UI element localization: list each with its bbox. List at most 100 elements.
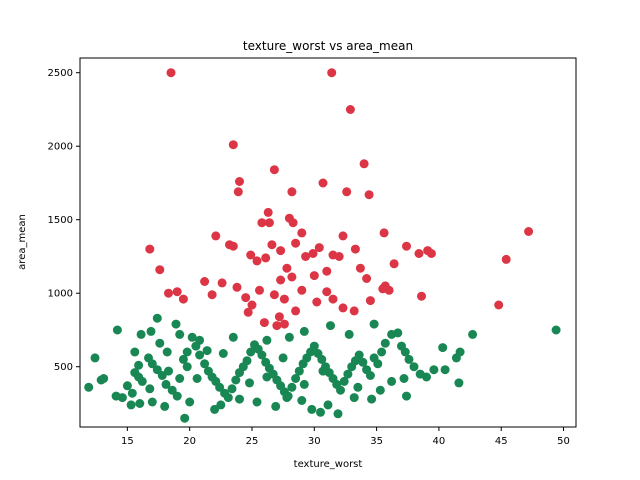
data-point (393, 328, 403, 338)
data-point (307, 404, 317, 414)
x-tick-label: 40 (433, 436, 446, 447)
data-point (297, 396, 307, 405)
y-tick-label: 1500 (48, 215, 73, 226)
data-point (207, 290, 217, 300)
data-point (380, 338, 390, 348)
data-point (217, 278, 227, 288)
data-point (402, 391, 411, 401)
data-point (426, 249, 436, 258)
data-point (252, 256, 262, 266)
data-point (269, 290, 279, 300)
x-tick-label: 25 (246, 436, 259, 447)
data-point (282, 263, 292, 273)
data-point (269, 165, 279, 175)
data-point (185, 397, 195, 407)
data-point (146, 326, 156, 336)
data-point (232, 282, 242, 292)
x-tick-label: 15 (121, 436, 134, 447)
data-point (267, 240, 277, 250)
data-point (246, 250, 256, 260)
data-point (362, 274, 372, 283)
data-point (235, 177, 244, 186)
data-point (349, 306, 359, 316)
data-point (373, 359, 383, 369)
data-point (322, 266, 332, 276)
data-point (252, 397, 262, 407)
data-point (211, 231, 221, 241)
data-point (264, 218, 274, 228)
data-point (318, 366, 328, 376)
data-point (122, 381, 132, 391)
x-axis: 15 20 25 30 35 40 45 50 (121, 427, 570, 447)
data-point (287, 272, 297, 282)
data-point (216, 400, 226, 410)
data-point (438, 343, 448, 353)
data-point (145, 384, 155, 394)
data-point (364, 190, 374, 200)
data-point (375, 385, 385, 395)
data-point (130, 347, 140, 357)
points-layer (84, 68, 561, 423)
data-point (263, 207, 273, 217)
data-point (257, 350, 267, 360)
x-tick-label: 35 (370, 436, 383, 447)
data-point (551, 325, 561, 335)
data-point (316, 407, 325, 417)
data-point (294, 366, 304, 376)
data-point (178, 354, 188, 364)
data-point (235, 394, 244, 404)
data-point (297, 228, 307, 238)
data-point (367, 394, 377, 404)
data-point (195, 350, 205, 360)
data-point (417, 291, 426, 301)
data-point (175, 329, 185, 339)
data-point (274, 312, 284, 322)
data-point (333, 409, 343, 419)
data-point (317, 354, 327, 364)
data-point (334, 252, 344, 261)
data-point (387, 376, 397, 386)
data-point (262, 372, 272, 382)
data-point (288, 218, 298, 228)
data-point (228, 241, 238, 251)
data-point (241, 293, 251, 303)
data-point (312, 297, 322, 307)
data-point (291, 306, 301, 316)
data-point (429, 365, 439, 375)
data-point (350, 244, 360, 254)
data-point (309, 271, 319, 281)
data-point (233, 187, 243, 197)
data-point (354, 350, 364, 360)
data-point (99, 374, 109, 383)
data-point (136, 329, 146, 339)
data-point (84, 382, 94, 392)
data-point (338, 303, 348, 313)
data-point (243, 307, 253, 317)
data-point (342, 187, 352, 197)
data-point (160, 401, 170, 411)
data-point (279, 294, 289, 304)
data-point (127, 388, 137, 398)
data-point (318, 178, 328, 188)
data-point (90, 353, 100, 363)
data-point (291, 374, 301, 383)
data-point (353, 382, 363, 392)
x-tick-label: 30 (308, 436, 321, 447)
data-point (336, 385, 345, 395)
data-point (279, 319, 289, 329)
data-point (195, 335, 205, 345)
data-point (345, 105, 355, 114)
data-point (192, 374, 202, 383)
data-point (164, 366, 173, 376)
y-tick-label: 1000 (48, 289, 73, 300)
data-point (187, 332, 197, 342)
data-point (344, 329, 354, 339)
data-point (223, 393, 233, 403)
data-point (111, 391, 121, 401)
data-point (245, 378, 254, 388)
data-point (155, 338, 165, 348)
data-point (257, 218, 267, 228)
data-point (308, 249, 318, 258)
y-axis-label: area_mean (17, 214, 28, 270)
data-point (365, 296, 375, 306)
